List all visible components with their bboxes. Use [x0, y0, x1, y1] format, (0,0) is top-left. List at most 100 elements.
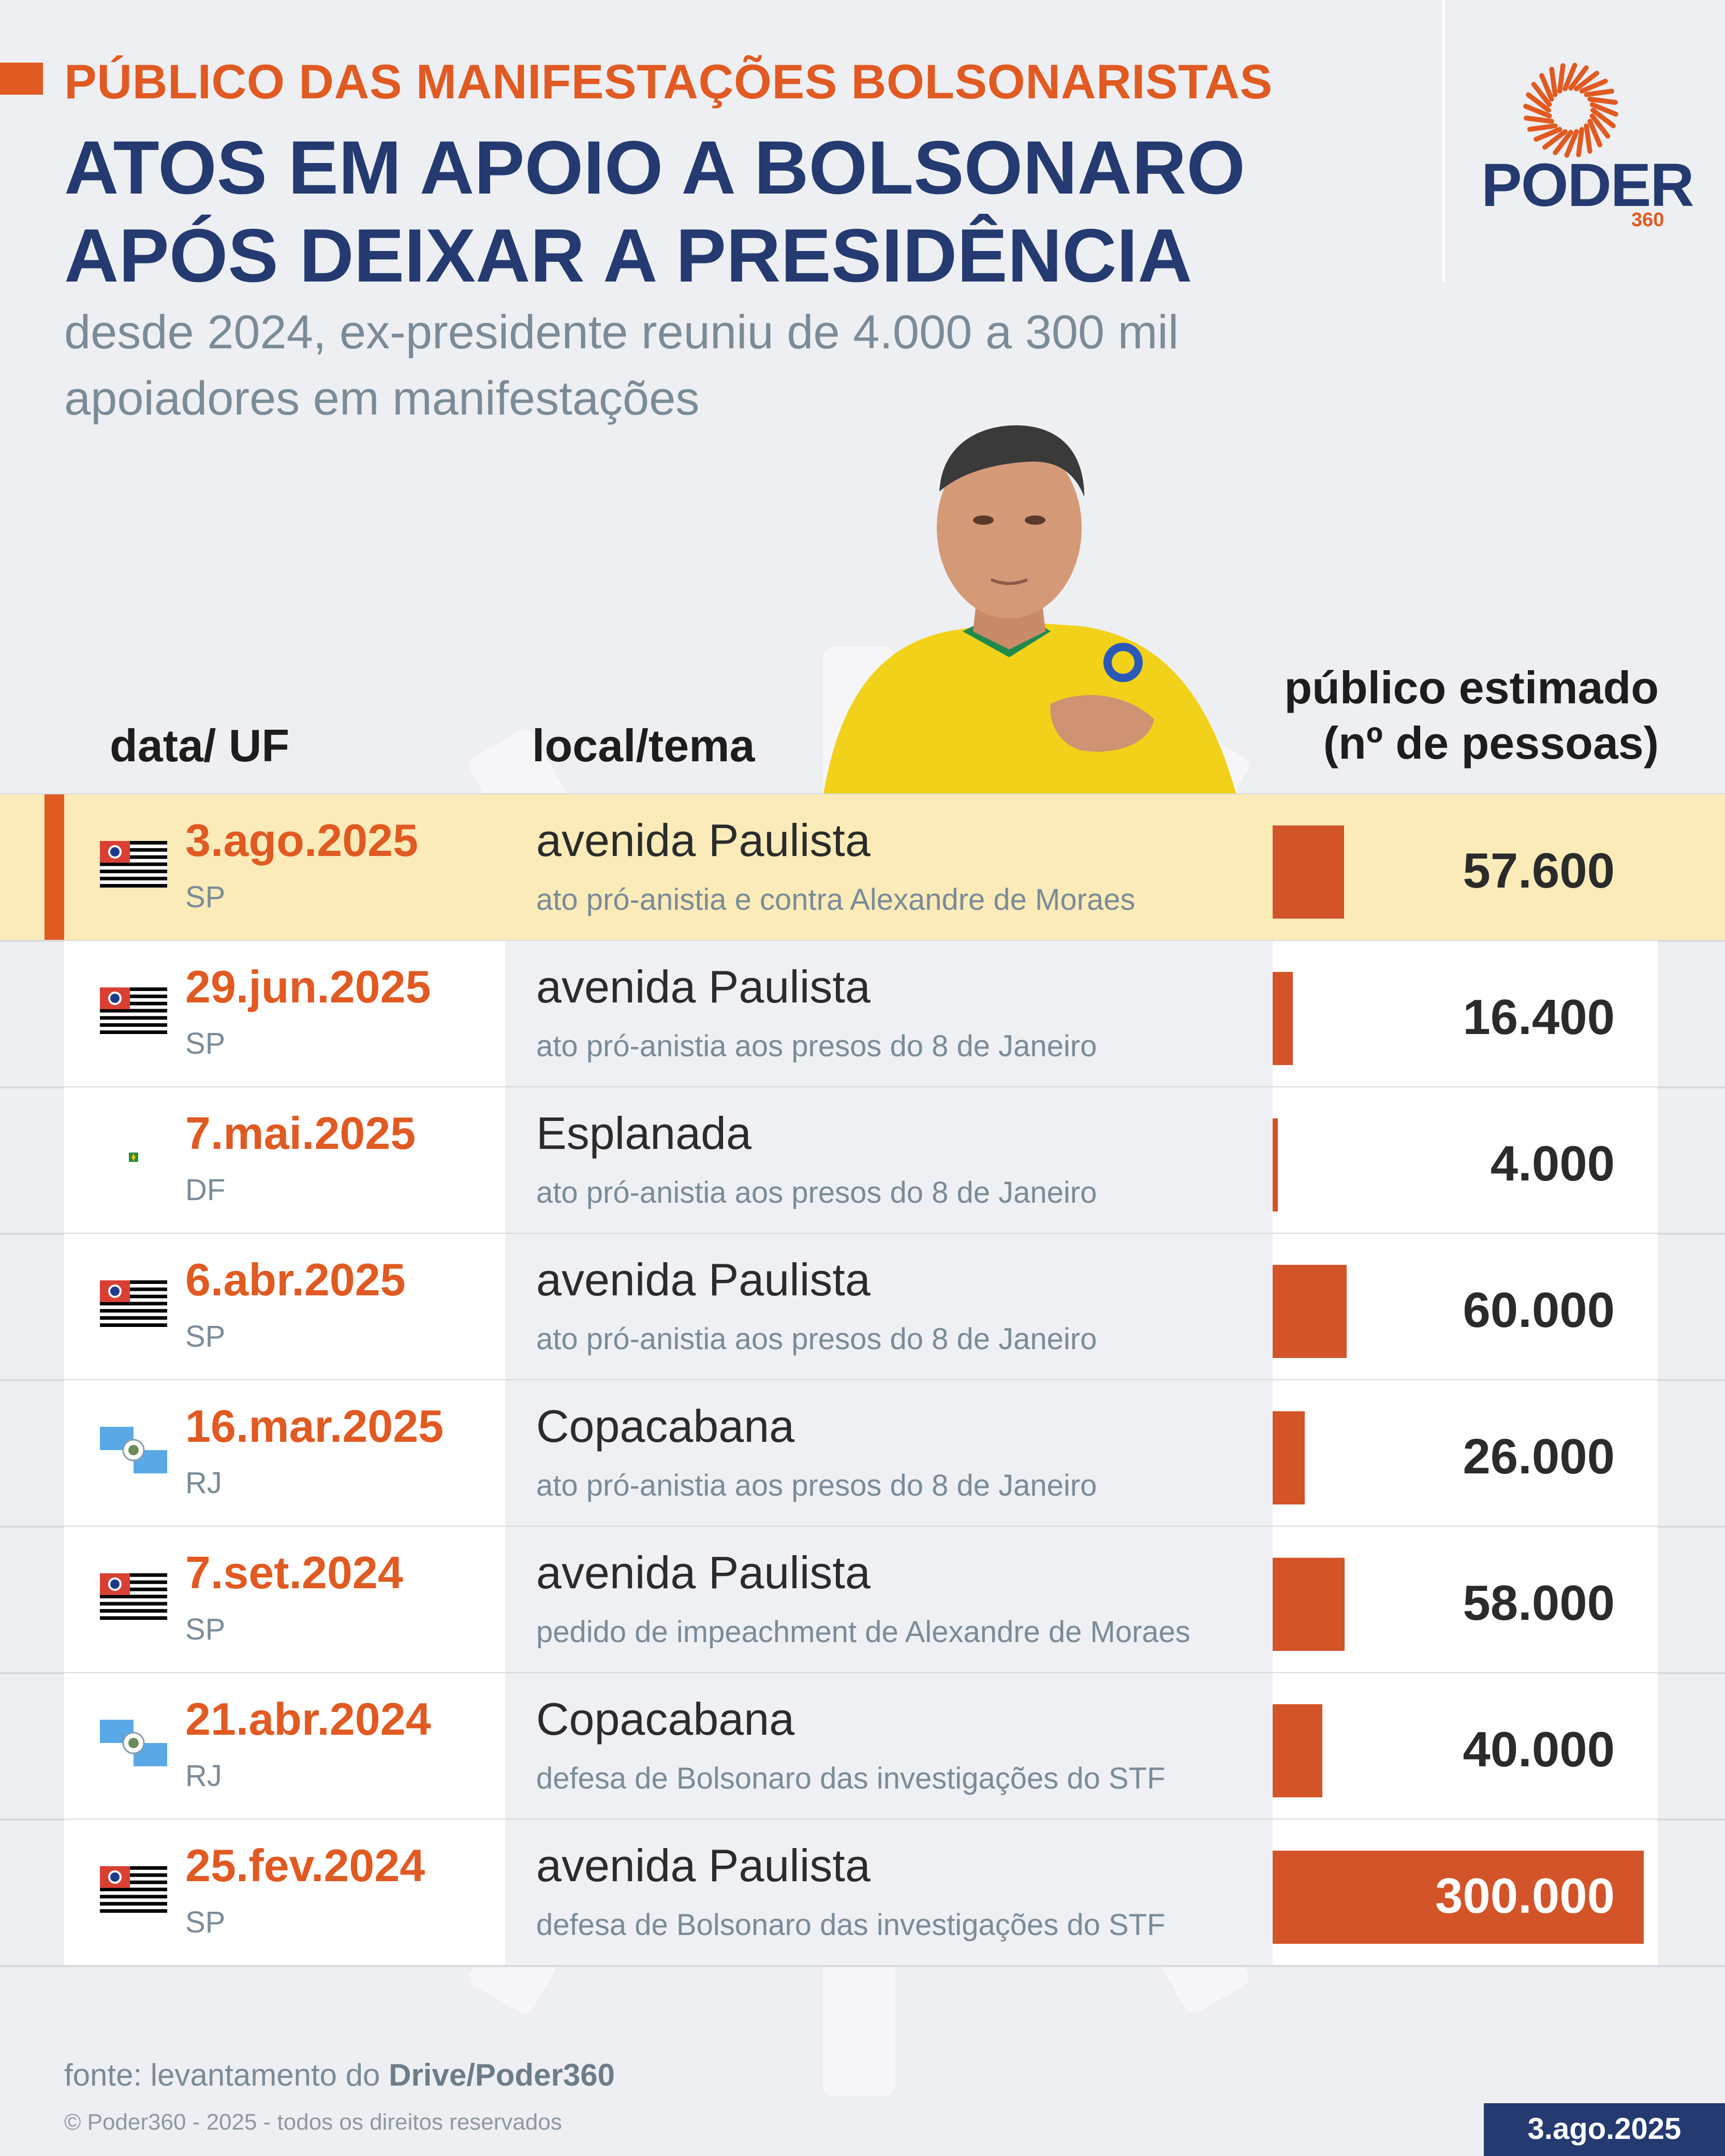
row-date: 29.jun.2025 — [185, 961, 431, 1012]
value-bar — [1273, 1265, 1347, 1358]
row-tema: ato pró-anistia e contra Alexandre de Mo… — [536, 883, 1136, 917]
row-local: Copacabana — [536, 1400, 795, 1452]
row-uf: SP — [185, 1613, 226, 1646]
value-label: 16.400 — [1463, 990, 1615, 1045]
subtitle-line-1: desde 2024, ex-presidente reuniu de 4.00… — [64, 306, 1179, 359]
row-date: 7.set.2024 — [185, 1547, 403, 1598]
value-label: 4.000 — [1490, 1136, 1615, 1191]
row-bg-local — [505, 1820, 1273, 1966]
row-bg-local — [505, 1673, 1273, 1820]
row-tema: ato pró-anistia aos presos do 8 de Janei… — [536, 1029, 1097, 1063]
row-accent — [45, 794, 64, 941]
title-line-2: APÓS DEIXAR A PRESIDÊNCIA — [64, 213, 1192, 298]
row-bg-value — [1273, 941, 1658, 1087]
row-tema: ato pró-anistia aos presos do 8 de Janei… — [536, 1469, 1097, 1502]
row-bg-local — [505, 1527, 1273, 1673]
table-row: 3.ago.2025 SP avenida Paulista ato pró-anis… — [0, 794, 1725, 942]
rj-flag-icon — [100, 1427, 167, 1473]
row-bg-value — [1273, 1380, 1658, 1527]
row-highlight — [0, 794, 1725, 941]
sp-flag-icon — [100, 987, 167, 1034]
table-row: 25.fev.2024 SP avenida Paulista defesa de B… — [0, 1820, 1725, 1967]
sp-flag-icon — [100, 1280, 167, 1327]
row-date: 3.ago.2025 — [185, 815, 419, 866]
row-uf: DF — [185, 1173, 226, 1207]
value-bar — [1273, 1704, 1322, 1797]
sp-flag-icon — [100, 1866, 167, 1913]
row-local: avenida Paulista — [536, 1254, 871, 1305]
row-uf: RJ — [185, 1466, 222, 1500]
row-uf: RJ — [185, 1759, 222, 1793]
rj-flag-icon — [100, 1720, 167, 1766]
row-date: 7.mai.2025 — [185, 1107, 416, 1159]
copyright: © Poder360 - 2025 - todos os direitos re… — [64, 2109, 562, 2135]
row-uf: SP — [185, 1027, 226, 1060]
row-local: avenida Paulista — [536, 1547, 871, 1598]
table-row: 29.jun.2025 SP avenida Paulista ato pró-ani… — [0, 941, 1725, 1088]
table-row: 16.mar.2025 RJ Copacabana ato pró-anistia a… — [0, 1380, 1725, 1528]
row-local: Esplanada — [536, 1107, 751, 1159]
value-label: 26.000 — [1463, 1429, 1615, 1484]
kicker-bar — [0, 63, 43, 95]
row-bg-local — [505, 941, 1273, 1087]
row-date: 16.mar.2025 — [185, 1400, 444, 1452]
header-divider — [1442, 0, 1445, 281]
row-local: avenida Paulista — [536, 1840, 871, 1891]
value-bar — [1273, 825, 1344, 919]
df-flag-icon — [99, 1133, 168, 1181]
date-badge — [1484, 2103, 1725, 2156]
value-label: 60.000 — [1463, 1282, 1615, 1338]
row-local: Copacabana — [536, 1693, 795, 1745]
row-divider — [0, 1965, 1725, 1967]
bolsonaro-photo — [823, 425, 1237, 797]
row-bg-local — [505, 1234, 1273, 1380]
row-tema: defesa de Bolsonaro das investigações do… — [536, 1908, 1166, 1942]
sp-flag-icon — [100, 1573, 167, 1620]
events-table: 3.ago.2025 SP avenida Paulista ato pró-anis… — [0, 794, 1725, 1972]
kicker: PÚBLICO DAS MANIFESTAÇÕES BOLSONARISTAS — [64, 54, 1273, 109]
row-tema: ato pró-anistia aos presos do 8 de Janei… — [536, 1322, 1097, 1356]
row-uf: SP — [185, 1906, 226, 1939]
row-local: avenida Paulista — [536, 961, 871, 1012]
row-uf: SP — [185, 880, 226, 914]
table-row: 7.set.2024 SP avenida Paulista pedido de im… — [0, 1527, 1725, 1674]
value-label: 40.000 — [1463, 1722, 1615, 1777]
source-prefix: fonte: levantamento do — [64, 2058, 389, 2092]
row-date: 6.abr.2025 — [185, 1254, 406, 1305]
title-line-1: ATOS EM APOIO A BOLSONARO — [64, 125, 1246, 210]
logo-text: PODER — [1481, 151, 1694, 219]
column-header-public-line-1: público estimado — [1284, 662, 1659, 713]
date-badge-text: 3.ago.2025 — [1527, 2112, 1682, 2146]
subtitle-line-2: apoiadores em manifestações — [64, 372, 700, 425]
column-header-date: data/ UF — [110, 720, 290, 771]
row-bg-value — [1273, 1087, 1658, 1234]
row-bg-local — [505, 1380, 1273, 1527]
column-header-public-line-2: (nº de pessoas) — [1323, 717, 1659, 769]
row-bg-value — [1273, 1673, 1658, 1820]
value-label: 300.000 — [1435, 1868, 1615, 1924]
row-tema: defesa de Bolsonaro das investigações do… — [536, 1762, 1166, 1795]
value-label: 58.000 — [1463, 1575, 1615, 1631]
table-row: 21.abr.2024 RJ Copacabana defesa de Bolsona… — [0, 1673, 1725, 1821]
value-bar — [1273, 1411, 1305, 1504]
value-bar — [1273, 972, 1293, 1065]
row-tema: ato pró-anistia aos presos do 8 de Janei… — [536, 1176, 1097, 1209]
row-bg-local — [505, 1087, 1273, 1234]
value-bar — [1273, 1558, 1345, 1651]
value-label: 57.600 — [1463, 843, 1615, 898]
source-name: Drive/Poder360 — [389, 2058, 615, 2092]
row-local: avenida Paulista — [536, 815, 871, 866]
table-row: 7.mai.2025 DF Esplanada ato pró-anistia aos… — [0, 1087, 1725, 1235]
table-row: 6.abr.2025 SP avenida Paulista ato pró-anis… — [0, 1234, 1725, 1381]
value-bar — [1273, 1118, 1278, 1212]
sp-flag-icon — [100, 841, 167, 888]
row-date: 25.fev.2024 — [185, 1840, 425, 1891]
column-header-local: local/tema — [532, 720, 755, 771]
value-bar — [1273, 1851, 1644, 1944]
sun-rays-icon — [1523, 63, 1618, 158]
row-uf: SP — [185, 1320, 226, 1353]
row-tema: pedido de impeachment de Alexandre de Mo… — [536, 1615, 1190, 1649]
logo-sub: 360 — [1631, 209, 1664, 231]
source-note: fonte: levantamento do Drive/Poder360 — [64, 2057, 615, 2093]
row-date: 21.abr.2024 — [185, 1693, 431, 1745]
